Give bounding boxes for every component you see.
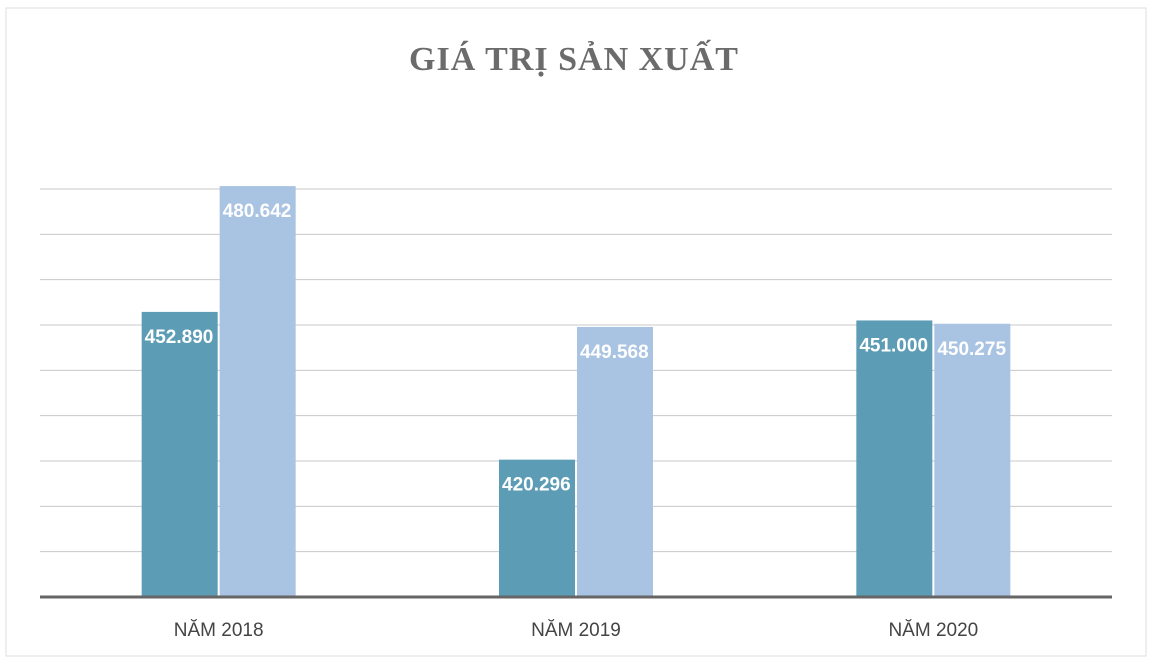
bar — [499, 459, 575, 597]
value-label: 449.568 — [580, 342, 649, 363]
chart-title: GIÁ TRỊ SẢN XUẤT — [409, 39, 739, 78]
x-tick-label: NĂM 2019 — [531, 620, 621, 641]
value-label: 450.275 — [937, 339, 1006, 360]
bar — [856, 320, 933, 597]
bar — [577, 326, 653, 597]
bar — [219, 186, 296, 597]
bar — [934, 323, 1011, 597]
x-tick-label: NĂM 2020 — [888, 620, 978, 641]
x-tick-label: NĂM 2018 — [174, 620, 264, 641]
value-label: 420.296 — [502, 475, 571, 496]
value-label: 451.000 — [859, 335, 928, 356]
value-label: 480.642 — [223, 201, 292, 222]
bar — [141, 311, 218, 597]
value-label: 452.890 — [145, 327, 214, 348]
